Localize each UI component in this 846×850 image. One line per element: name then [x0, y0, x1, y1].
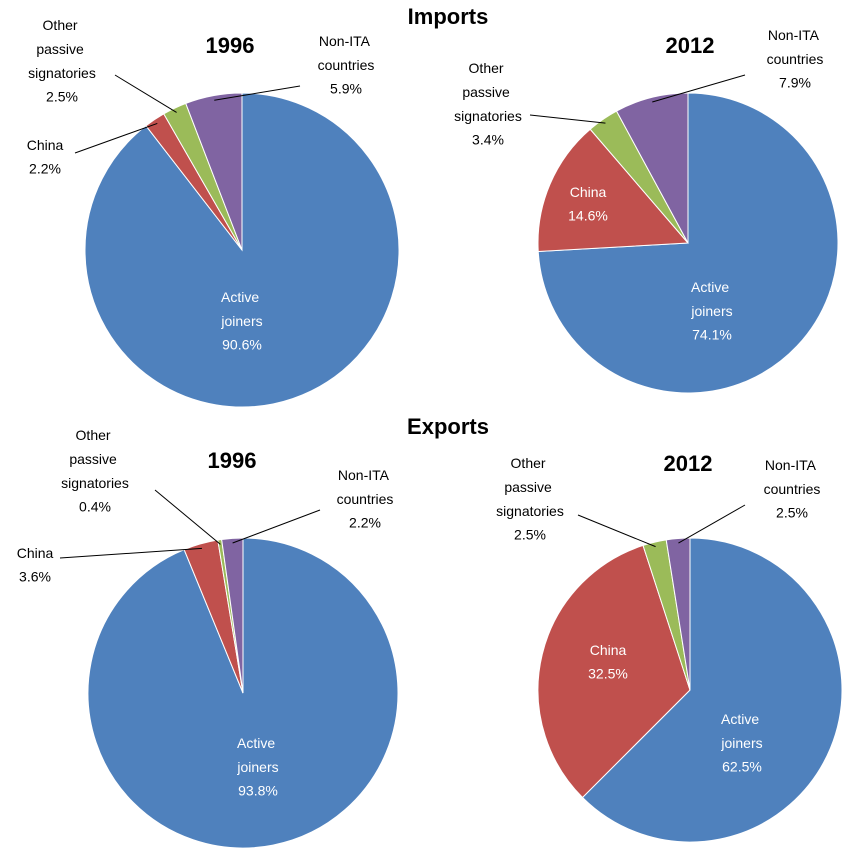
value-label: 0.4% — [79, 499, 111, 515]
slice-label: Active joiners — [720, 711, 763, 751]
pie-slice — [581, 537, 843, 843]
chart-title: 1996 — [206, 33, 255, 58]
value-label: 2.5% — [514, 527, 546, 543]
leader-line — [154, 489, 221, 545]
slice-label: China — [27, 137, 64, 153]
chart-title: 2012 — [664, 451, 713, 476]
leader-line — [529, 114, 606, 124]
value-label: 62.5% — [722, 759, 762, 775]
chart-title: 1996 — [208, 448, 257, 473]
pie-slice — [185, 92, 243, 251]
leader-line — [232, 509, 321, 544]
pie-slice — [537, 544, 691, 799]
value-label: 2.2% — [29, 161, 61, 177]
pie-slice — [665, 537, 691, 691]
leader-line — [214, 85, 301, 101]
value-label: 32.5% — [588, 666, 628, 682]
value-label: 93.8% — [238, 783, 278, 799]
section-heading: Exports — [407, 414, 489, 439]
slice-label: Active joiners — [236, 735, 279, 775]
value-label: 2.5% — [776, 505, 808, 521]
value-label: 2.2% — [349, 515, 381, 531]
slice-label: China — [590, 642, 627, 658]
slice-label: Other passive signatories — [454, 60, 522, 124]
pie-slice — [221, 537, 244, 694]
pie-slice — [87, 537, 399, 849]
pie-slice — [537, 128, 690, 253]
value-label: 14.6% — [568, 208, 608, 224]
value-label: 5.9% — [330, 81, 362, 97]
pie-slice — [615, 92, 689, 244]
slice-label: China — [570, 184, 607, 200]
slice-label: Non-ITA countries — [337, 467, 394, 507]
value-label: 3.4% — [472, 132, 504, 148]
value-label: 74.1% — [692, 327, 732, 343]
slice-label: Active joiners — [220, 289, 263, 329]
slice-label: Non-ITA countries — [764, 457, 821, 497]
leader-line — [577, 514, 656, 548]
value-label: 7.9% — [779, 75, 811, 91]
slice-label: Other passive signatories — [28, 17, 96, 81]
leader-line — [59, 547, 202, 559]
slice-label: Non-ITA countries — [318, 33, 375, 73]
slice-label: China — [17, 545, 54, 561]
slice-label: Non-ITA countries — [767, 27, 824, 67]
pie-slice — [84, 92, 400, 408]
leader-line — [74, 122, 158, 154]
chart-title: 2012 — [666, 33, 715, 58]
leader-line — [114, 74, 177, 113]
value-label: 3.6% — [19, 569, 51, 585]
value-label: 90.6% — [222, 337, 262, 353]
leader-line — [678, 504, 746, 544]
section-heading: Imports — [408, 4, 489, 29]
leader-line — [652, 74, 746, 103]
slice-label: Other passive signatories — [61, 427, 129, 491]
value-label: 2.5% — [46, 89, 78, 105]
slice-label: Active joiners — [690, 279, 733, 319]
slice-label: Other passive signatories — [496, 455, 564, 519]
